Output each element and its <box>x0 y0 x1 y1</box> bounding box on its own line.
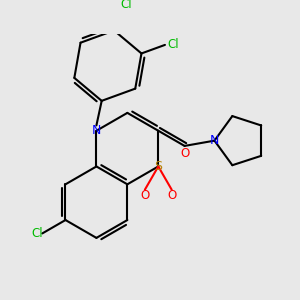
Text: Cl: Cl <box>31 227 43 240</box>
Text: Cl: Cl <box>167 38 178 51</box>
Text: S: S <box>154 160 162 173</box>
Text: O: O <box>180 147 189 160</box>
Text: N: N <box>92 124 101 137</box>
Text: O: O <box>167 188 176 202</box>
Text: Cl: Cl <box>121 0 132 11</box>
Text: O: O <box>140 188 149 202</box>
Text: N: N <box>210 134 219 147</box>
